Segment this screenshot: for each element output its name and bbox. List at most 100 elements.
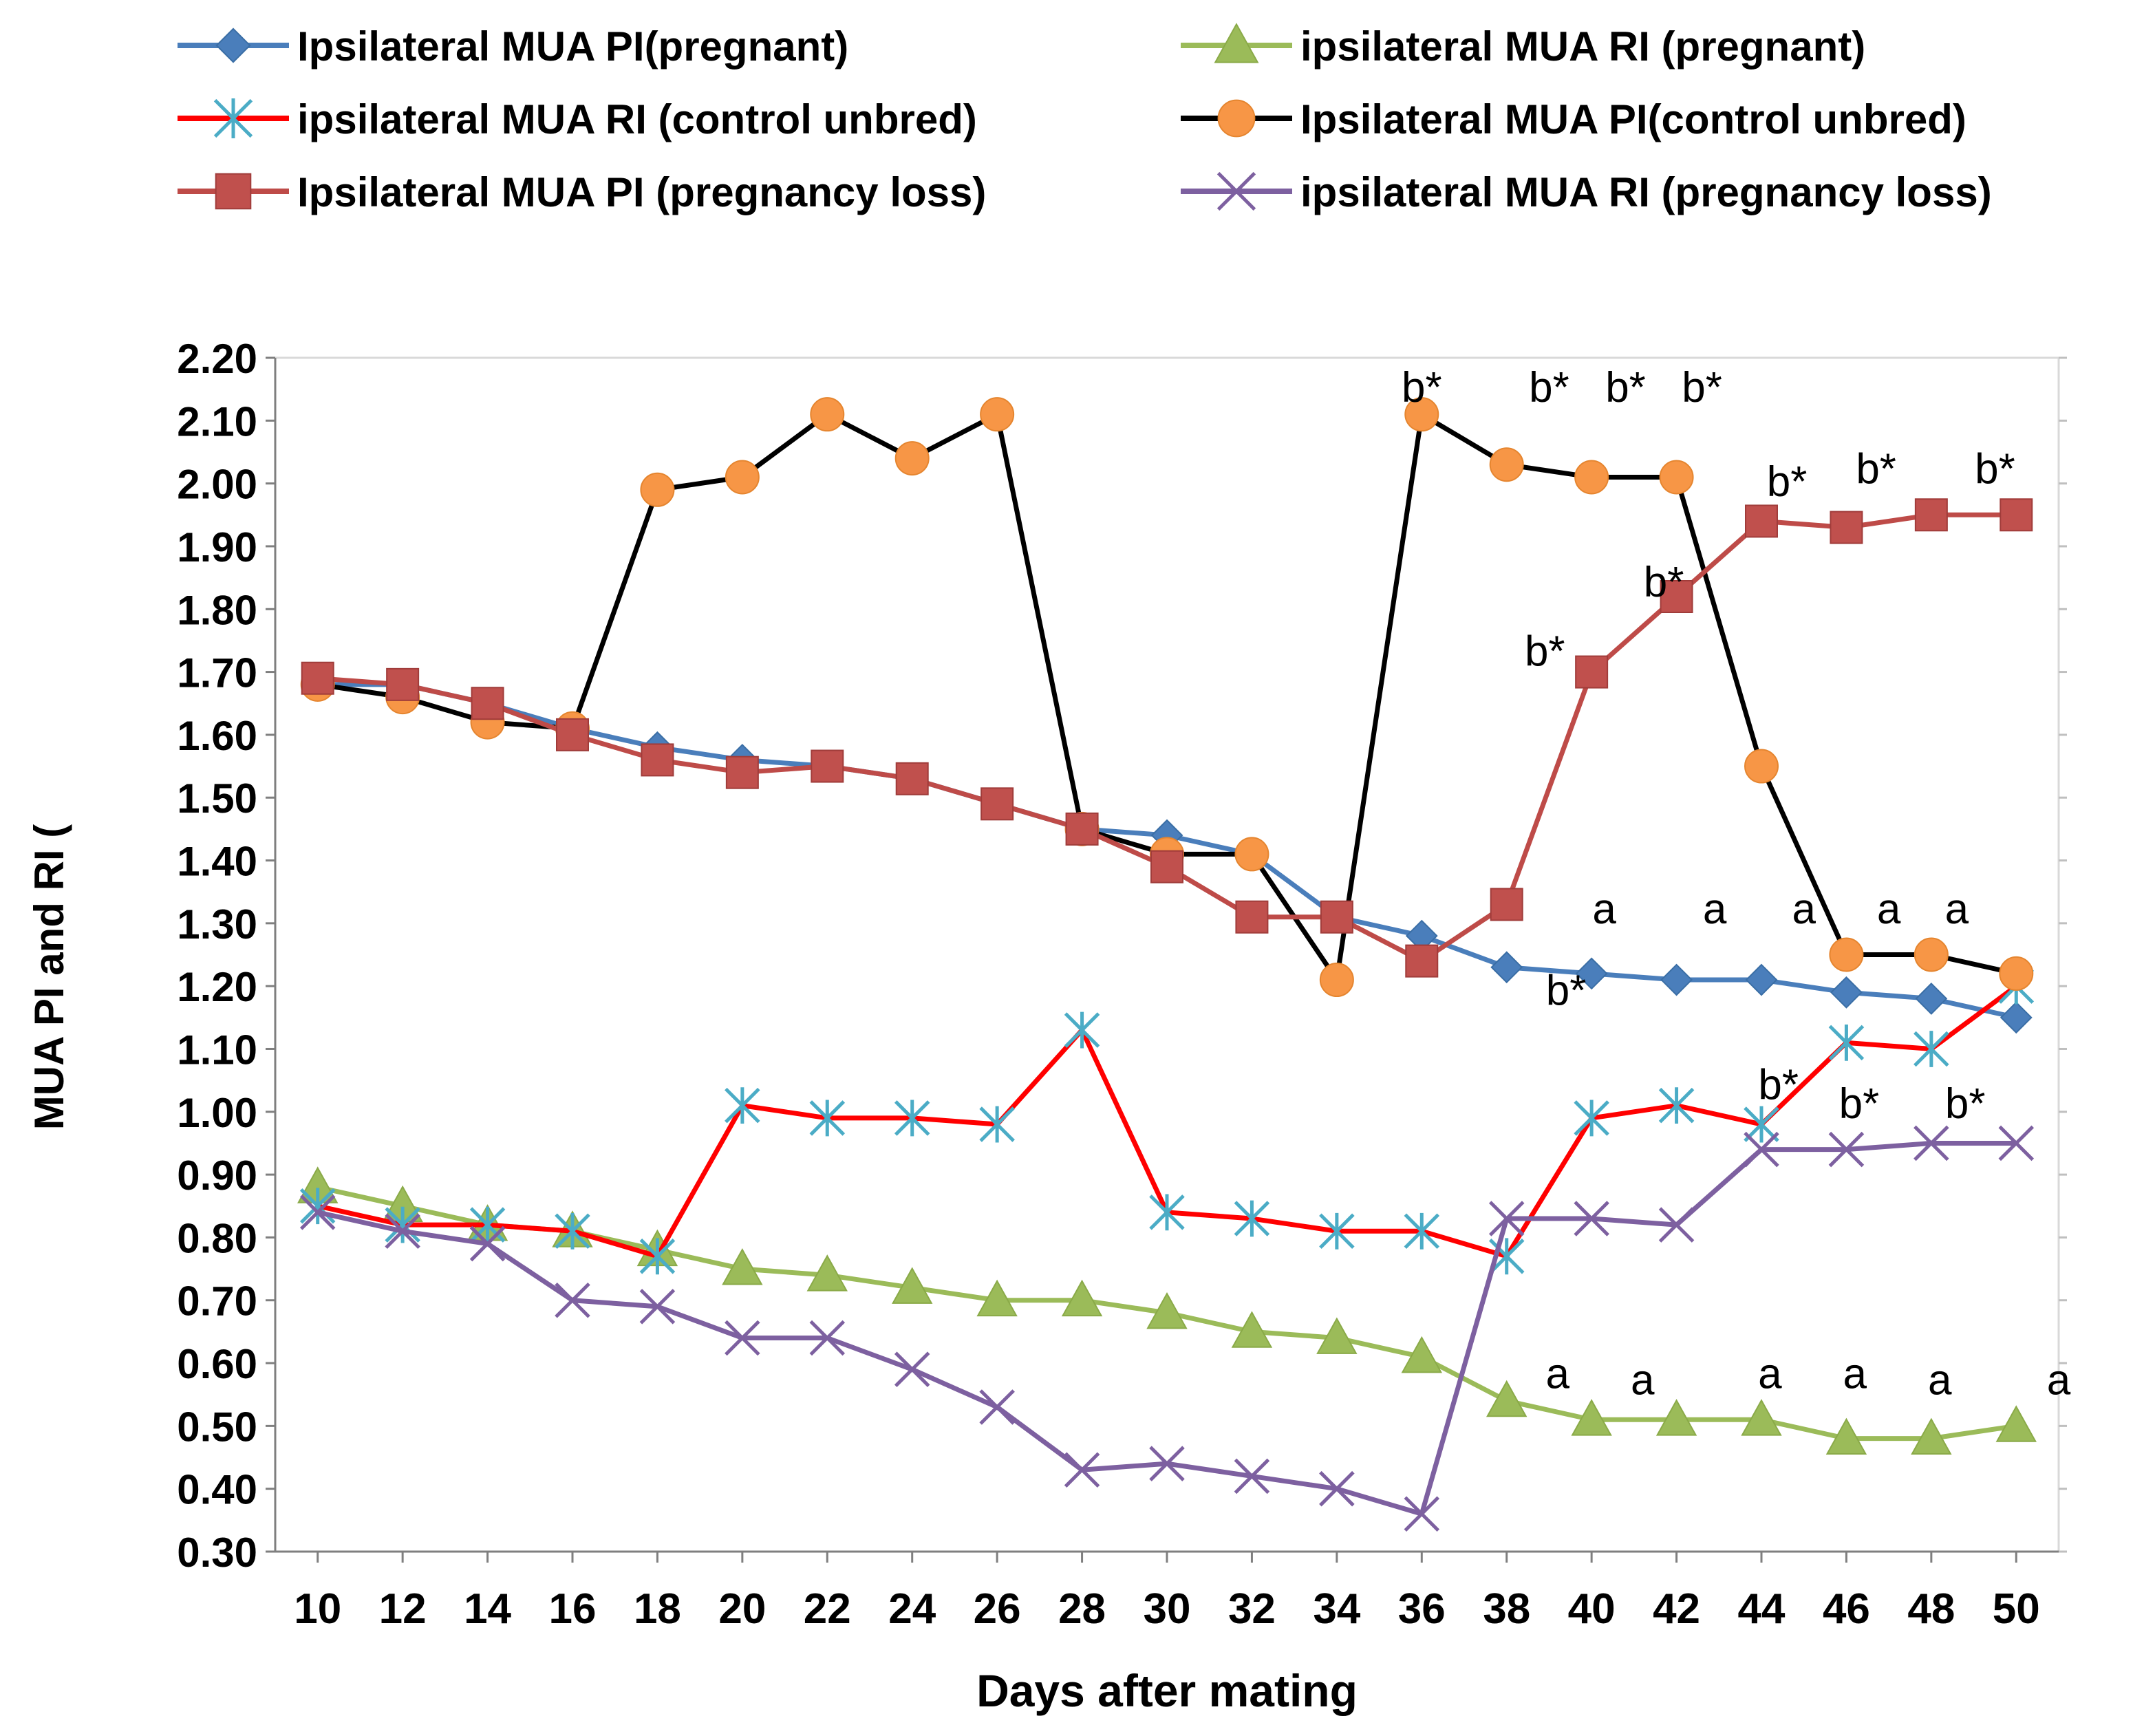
legend-label: Ipsilateral MUA PI(control unbred)	[1300, 96, 1966, 142]
data-point	[1745, 504, 1778, 538]
data-point	[301, 661, 334, 695]
data-point	[1741, 1399, 1782, 1436]
data-point	[1744, 749, 1779, 784]
data-point	[1830, 976, 1863, 1009]
y-tick-label: 0.70	[177, 1278, 257, 1325]
data-point	[1489, 447, 1524, 482]
data-point	[1995, 1405, 2037, 1442]
data-point	[725, 1320, 760, 1356]
legend-label: ipsilateral MUA RI (pregnancy loss)	[1300, 169, 1992, 215]
data-point	[2000, 498, 2033, 532]
data-point	[1914, 498, 1948, 532]
data-point	[1234, 1200, 1270, 1237]
data-point	[640, 472, 675, 507]
data-point	[1658, 1087, 1695, 1124]
x-axis-label: Days after mating	[976, 1665, 1358, 1716]
annotation-label: b*	[1758, 1062, 1799, 1109]
data-point	[1911, 1417, 1952, 1455]
data-point	[1235, 900, 1269, 934]
data-point	[639, 1238, 676, 1275]
data-point	[1574, 1201, 1609, 1236]
data-point	[469, 1225, 506, 1262]
x-tick-label: 38	[1483, 1585, 1530, 1633]
data-point	[892, 1267, 933, 1304]
annotation-label: a	[1945, 886, 1969, 933]
data-point	[1830, 511, 1863, 544]
annotation-label: a	[1928, 1357, 1952, 1404]
y-tick-label: 2.10	[177, 398, 257, 444]
y-tick-label: 0.90	[177, 1153, 257, 1199]
legend-label: Ipsilateral MUA PI(pregnant)	[297, 23, 848, 69]
annotation-label: b*	[1839, 1080, 1880, 1128]
series-group	[297, 397, 2037, 1532]
data-point	[1998, 1125, 2035, 1161]
legend-marker	[215, 173, 252, 210]
annotation-label: a	[1592, 886, 1616, 933]
data-point	[1065, 812, 1099, 846]
data-point	[1655, 1399, 1697, 1436]
data-point	[1574, 460, 1609, 495]
data-point	[1490, 888, 1523, 921]
data-point	[895, 762, 929, 795]
y-tick-label: 1.60	[177, 713, 257, 759]
y-tick-label: 0.30	[177, 1530, 257, 1576]
legend-item: ipsilateral MUA RI (pregnant)	[1181, 23, 1865, 69]
data-point	[1488, 1238, 1525, 1275]
annotation-label: b*	[1402, 364, 1442, 411]
data-point	[1150, 850, 1183, 883]
data-point	[556, 718, 589, 751]
data-point	[810, 397, 845, 432]
y-tick-label: 0.40	[177, 1467, 257, 1513]
data-point	[1319, 963, 1354, 998]
data-point	[1745, 963, 1778, 996]
data-point	[555, 1212, 590, 1250]
y-tick-label: 0.80	[177, 1215, 257, 1261]
data-point	[1660, 580, 1693, 613]
x-tick-label: 32	[1228, 1585, 1276, 1633]
data-point	[809, 1100, 846, 1137]
data-point	[1490, 951, 1523, 984]
y-axis-label: MUA PI and RI (	[26, 824, 72, 1130]
series-5	[299, 1125, 2035, 1532]
data-point	[1913, 1125, 1949, 1161]
data-point	[894, 1100, 930, 1137]
data-point	[1149, 1446, 1185, 1481]
data-point	[1571, 1399, 1612, 1436]
legend-item: ipsilateral MUA RI (pregnancy loss)	[1181, 169, 1992, 215]
x-axis-ticks: 10 12 14 16 18 20 22 24 26 28 30 32 34 36 38 40 42 44 46 48…	[294, 1552, 2040, 1633]
annotation-label: b*	[1975, 446, 2015, 493]
x-tick-label: 46	[1823, 1585, 1870, 1633]
y-tick-label: 1.70	[177, 650, 257, 696]
legend-item: Ipsilateral MUA PI (pregnancy loss)	[178, 169, 986, 215]
annotation-label: a	[1631, 1357, 1655, 1404]
data-point	[385, 1206, 420, 1243]
annotation-label: b*	[1682, 364, 1722, 411]
data-point	[299, 1188, 336, 1225]
data-point	[1999, 956, 2034, 991]
annotation-label: a	[1546, 1351, 1570, 1398]
data-point	[809, 1320, 846, 1356]
y-tick-label: 0.50	[177, 1404, 257, 1450]
y-tick-label: 1.40	[177, 839, 257, 885]
plot-frame	[274, 356, 2060, 1553]
x-tick-label: 40	[1568, 1585, 1616, 1633]
data-point	[1064, 1452, 1100, 1488]
data-point	[894, 1351, 930, 1387]
x-tick-label: 48	[1907, 1585, 1955, 1633]
data-point	[1146, 1292, 1188, 1329]
annotation-label: a	[1877, 886, 1901, 933]
y-tick-label: 1.20	[177, 964, 257, 1010]
legend-marker	[1217, 99, 1256, 138]
legend-label: ipsilateral MUA RI (pregnant)	[1300, 23, 1865, 69]
data-point	[725, 1087, 760, 1124]
annotation-label: b*	[1525, 628, 1565, 675]
plot-area: 0.30 0.40 0.50 0.60 0.70 0.80 0.90 1.00 1.10 1.20…	[177, 336, 2071, 1633]
legend-marker	[213, 98, 253, 139]
data-point	[1828, 1024, 1865, 1061]
data-point	[1575, 957, 1608, 990]
legend-item: Ipsilateral MUA PI(control unbred)	[1181, 96, 1966, 142]
data-point	[1231, 1311, 1273, 1348]
data-point	[1319, 1470, 1355, 1507]
data-point	[1744, 1106, 1779, 1143]
